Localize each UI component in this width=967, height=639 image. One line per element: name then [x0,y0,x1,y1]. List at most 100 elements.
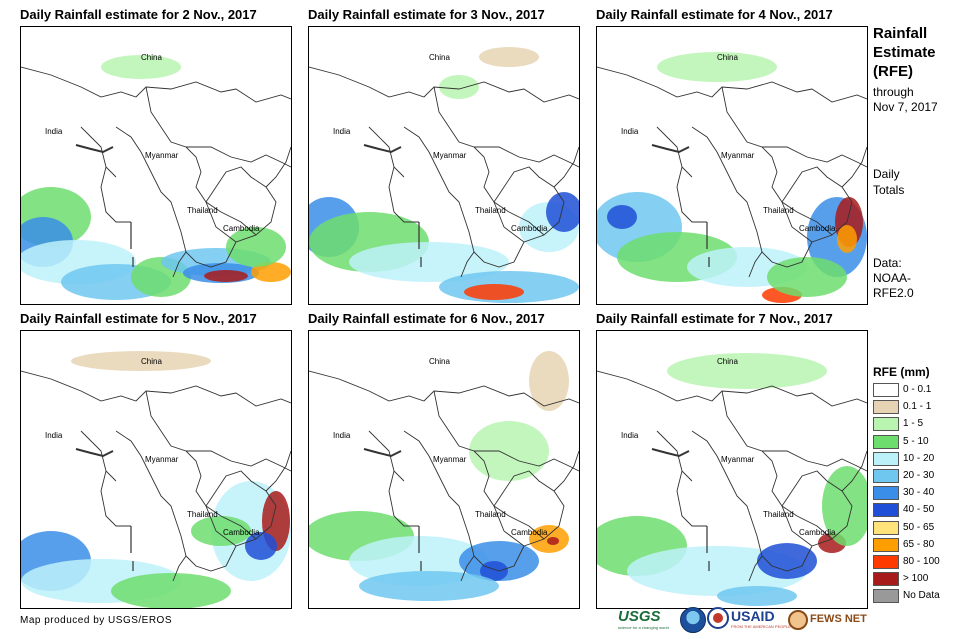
panel-title: Daily Rainfall estimate for 3 Nov., 2017 [308,7,545,22]
rainfall-area [546,192,579,232]
country-border [656,430,693,482]
fewsnet-globe-icon [788,610,808,630]
side-title: Rainfall Estimate (RFE) through Nov 7, 2… [873,24,965,115]
map-panel: Daily Rainfall estimate for 5 Nov., 2017… [20,308,292,609]
country-border [368,430,405,482]
usgs-logo: USGS science for a changing world [618,608,678,634]
country-border [403,126,475,278]
country-border [841,450,867,492]
coastline [75,144,114,154]
country-border [186,450,291,472]
country-border [796,515,833,540]
usgs-tagline: science for a changing world [618,625,669,630]
islands [418,222,422,267]
country-border [145,86,222,213]
rainfall-area [245,532,277,560]
country-border [100,166,131,223]
country-border [691,126,763,278]
islands [706,526,710,571]
legend-swatch [873,434,899,449]
country-border [508,515,545,540]
side-title-line1: Rainfall [873,25,928,42]
rainfall-area [822,466,867,546]
side-through: through [873,85,914,99]
country-border [796,211,833,236]
rainfall-area [459,541,539,581]
legend-label: 50 - 65 [903,521,935,533]
country-border [21,370,291,407]
legend-swatch [873,469,899,483]
country-border [100,470,131,527]
legend-swatch [873,400,899,415]
map-label-cambodia: Cambodia [799,528,836,537]
rainfall-area [480,561,508,581]
rainfall-map: China India Myanmar Thailand Cambodia [20,26,292,305]
map-label-myanmar: Myanmar [721,151,755,160]
rainfall-area [359,571,499,601]
country-border [185,241,237,268]
country-border [841,146,867,188]
legend-label: 40 - 50 [903,504,935,516]
country-border [185,545,237,572]
panel-title: Daily Rainfall estimate for 4 Nov., 2017 [596,7,833,22]
map-label-cambodia: Cambodia [511,224,548,233]
legend-swatch [873,383,899,397]
map-label-cambodia: Cambodia [799,224,836,233]
legend-title: RFE (mm) [873,365,930,379]
rainfall-area [464,284,524,300]
legend-swatch [873,589,899,604]
usaid-logo: USAID FROM THE AMERICAN PEOPLE [731,608,791,633]
legend-swatch [873,572,899,587]
fewsnet-wordmark: FEWS NET [810,613,867,625]
rainfall-area [717,586,797,606]
map-panel: Daily Rainfall estimate for 4 Nov., 2017… [596,4,868,305]
country-border [762,450,867,472]
country-border [433,390,510,517]
rainfall-area [226,227,286,267]
country-border [493,470,565,547]
footer-credit: Map produced by USGS/EROS [20,615,173,626]
map-label-india: India [333,431,351,440]
rainfall-area [469,421,549,481]
country-border [781,470,853,547]
map-label-china: China [429,357,450,366]
legend-label: 1 - 5 [903,418,924,430]
country-border [676,166,707,223]
islands [706,222,710,267]
side-daily-totals: Daily Totals [873,166,965,198]
legend-label: 65 - 80 [903,538,935,550]
map-label-myanmar: Myanmar [433,151,467,160]
map-label-thailand: Thailand [187,206,218,215]
usaid-wordmark: USAID [731,608,775,624]
legend-label: No Data [903,590,940,602]
country-border [656,126,693,178]
rainfall-area [71,351,211,371]
rainfall-area [767,257,847,297]
coastline [651,448,690,458]
country-border [597,370,867,407]
legend-swatch [873,486,899,501]
side-data-source: Data: NOAA- RFE2.0 [873,256,965,301]
panel-title: Daily Rainfall estimate for 5 Nov., 2017 [20,311,257,326]
map-label-thailand: Thailand [763,510,794,519]
rainfall-area [547,537,559,545]
usaid-tagline: FROM THE AMERICAN PEOPLE [731,624,791,629]
country-border [553,450,579,492]
country-border [433,86,510,213]
map-graphic [21,351,291,608]
side-daily: Daily [873,167,900,181]
map-label-thailand: Thailand [475,510,506,519]
map-label-china: China [141,53,162,62]
country-border [205,470,277,547]
country-border [115,126,187,278]
map-graphic [309,47,579,303]
rainfall-area [667,353,827,389]
map-label-cambodia: Cambodia [223,528,260,537]
map-label-thailand: Thailand [187,510,218,519]
coastline [75,448,114,458]
map-graphic [21,55,291,300]
rainfall-area [607,205,637,229]
country-border [493,166,565,243]
rainfall-map: China India Myanmar Thailand Cambodia [596,26,868,305]
islands [130,526,134,571]
